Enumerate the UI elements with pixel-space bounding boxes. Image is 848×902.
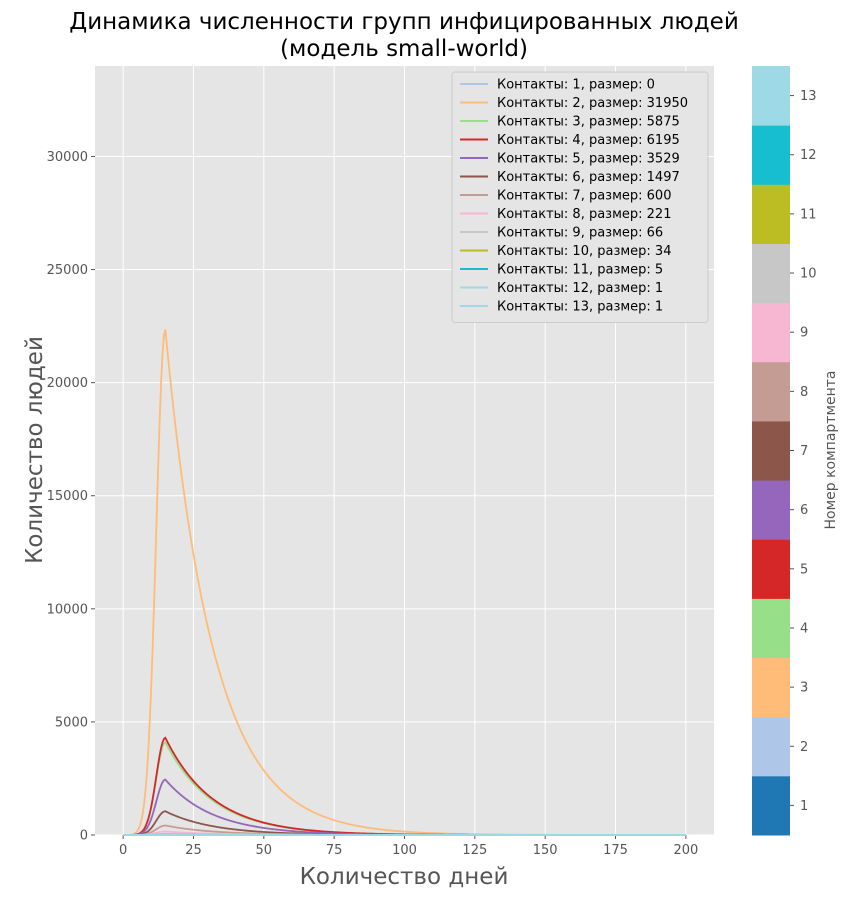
colorbar-segment [752, 125, 790, 185]
colorbar-segment [752, 717, 790, 777]
colorbar-segment [752, 658, 790, 718]
x-axis-label: Количество дней [300, 864, 509, 890]
chart-title-line-1: Динамика численности групп инфицированны… [69, 9, 739, 35]
colorbar-segment [752, 303, 790, 363]
colorbar-tick-label: 10 [800, 267, 817, 282]
colorbar-tick-label: 11 [800, 207, 817, 222]
legend-entry: Контакты: 10, размер: 34 [497, 244, 671, 259]
legend-entry: Контакты: 12, размер: 1 [497, 281, 663, 296]
legend-entry: Контакты: 5, размер: 3529 [497, 152, 680, 167]
x-tick-label: 125 [462, 843, 487, 858]
chart-title-line-2: (модель small-world) [280, 36, 528, 62]
x-tick-label: 75 [326, 843, 343, 858]
colorbar-segment [752, 776, 790, 836]
x-tick-label: 200 [673, 843, 698, 858]
colorbar-segment [752, 362, 790, 422]
x-tick-label: 150 [533, 843, 558, 858]
colorbar-segment [752, 66, 790, 126]
colorbar-tick-label: 6 [800, 503, 808, 518]
colorbar-tick-label: 1 [800, 799, 808, 814]
legend-entry: Контакты: 11, размер: 5 [497, 263, 663, 278]
legend: Контакты: 1, размер: 0 Контакты: 2, разме… [452, 72, 708, 323]
legend-entry: Контакты: 8, размер: 221 [497, 207, 671, 222]
colorbar-tick-label: 9 [800, 326, 808, 341]
y-tick-label: 0 [80, 829, 88, 844]
y-tick-label: 15000 [47, 489, 88, 504]
legend-entry: Контакты: 1, размер: 0 [497, 78, 655, 93]
y-tick-label: 5000 [55, 715, 88, 730]
colorbar-segment [752, 243, 790, 303]
colorbar-tick-label: 2 [800, 740, 808, 755]
colorbar-tick-label: 13 [800, 89, 817, 104]
legend-entry: Контакты: 4, размер: 6195 [497, 133, 680, 148]
x-tick-label: 50 [256, 843, 273, 858]
legend-entry: Контакты: 13, размер: 1 [497, 300, 663, 315]
legend-entry: Контакты: 9, размер: 66 [497, 226, 663, 241]
colorbar-segment [752, 184, 790, 244]
y-axis-label: Количество людей [22, 336, 48, 564]
colorbar-tick-label: 12 [800, 148, 817, 163]
colorbar-tick-label: 3 [800, 681, 808, 696]
legend-entry: Контакты: 6, размер: 1497 [497, 170, 680, 185]
colorbar-tick-label: 5 [800, 562, 808, 577]
colorbar-label: Номер компартмента [823, 370, 839, 529]
colorbar-tick-label: 4 [800, 621, 808, 636]
colorbar-segment [752, 539, 790, 599]
colorbar-segment [752, 598, 790, 658]
legend-entry: Контакты: 7, размер: 600 [497, 189, 671, 204]
y-tick-label: 25000 [47, 263, 88, 278]
legend-entry: Контакты: 2, размер: 31950 [497, 96, 688, 111]
x-tick-label: 100 [392, 843, 417, 858]
colorbar-tick-label: 8 [800, 385, 808, 400]
colorbar-tick-label: 7 [800, 444, 808, 459]
x-tick-label: 175 [603, 843, 628, 858]
colorbar-segment [752, 480, 790, 540]
x-tick-label: 0 [119, 843, 127, 858]
y-tick-label: 10000 [47, 602, 88, 617]
x-tick-label: 25 [185, 843, 202, 858]
legend-entry: Контакты: 3, размер: 5875 [497, 115, 680, 130]
colorbar-segment [752, 421, 790, 481]
y-tick-label: 30000 [47, 150, 88, 165]
y-tick-label: 20000 [47, 376, 88, 391]
